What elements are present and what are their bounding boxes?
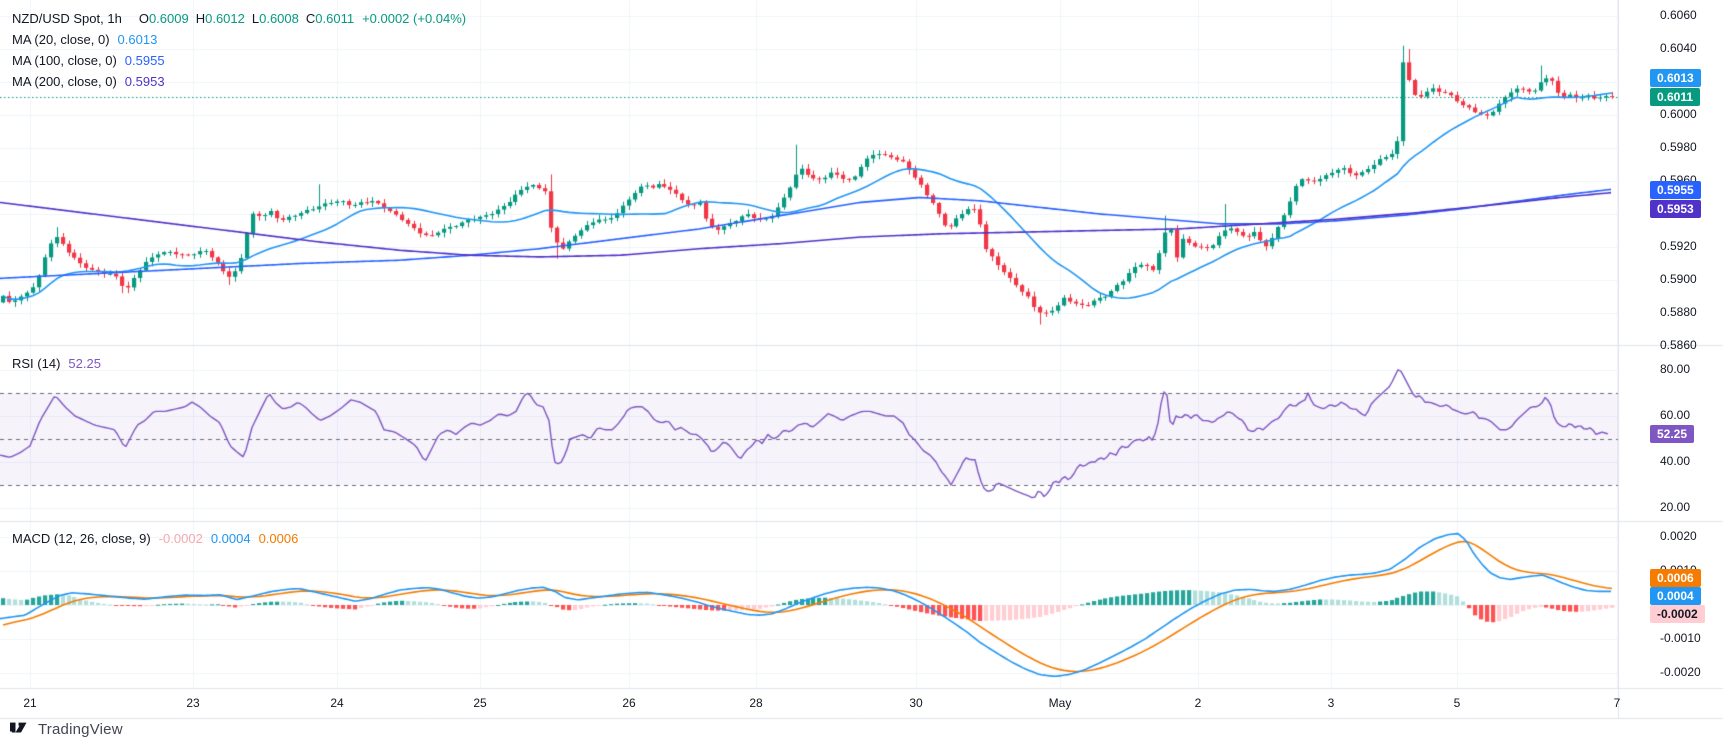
rsi-legend[interactable]: RSI (14) 52.25	[12, 356, 101, 371]
axis-tick-label: -0.0010	[1660, 631, 1701, 645]
axis-price-badge: 0.6011	[1650, 88, 1701, 106]
time-tick-label: 23	[186, 696, 200, 710]
time-tick-label: 2	[1194, 696, 1202, 710]
ma20-value: 0.6013	[117, 32, 158, 47]
axis-tick-label: 60.00	[1660, 408, 1691, 422]
symbol-title: NZD/USD Spot, 1h	[12, 11, 122, 26]
time-tick-label: 21	[23, 696, 37, 710]
macd-signal-value: 0.0006	[258, 531, 299, 546]
ma20-legend-row[interactable]: MA (20, close, 0) 0.6013	[12, 29, 466, 50]
ma20-label: MA (20, close, 0)	[12, 32, 110, 47]
axis-tick-label: 0.0020	[1660, 529, 1697, 543]
axis-tick-label: 20.00	[1660, 500, 1691, 514]
high-label: H	[195, 11, 206, 26]
tradingview-mark-icon	[10, 722, 32, 738]
time-tick-label: 25	[473, 696, 487, 710]
time-tick-label: 28	[749, 696, 763, 710]
rsi-value: 52.25	[68, 356, 101, 371]
axis-tick-label: -0.0020	[1660, 665, 1701, 679]
axis-price-badge: 0.0004	[1650, 587, 1701, 605]
axis-tick-label: 0.6040	[1660, 41, 1697, 55]
axis-tick-label: 40.00	[1660, 454, 1691, 468]
ma200-value: 0.5953	[124, 74, 165, 89]
time-tick-label: 5	[1453, 696, 1461, 710]
macd-hist-value: -0.0002	[158, 531, 203, 546]
macd-label: MACD (12, 26, close, 9)	[12, 531, 151, 546]
change-value: +0.0002 (+0.04%)	[362, 11, 467, 26]
axis-tick-label: 0.5880	[1660, 305, 1697, 319]
time-tick-label: 24	[330, 696, 344, 710]
rsi-label: RSI (14)	[12, 356, 61, 371]
ma100-value: 0.5955	[124, 53, 165, 68]
ma200-legend-row[interactable]: MA (200, close, 0) 0.5953	[12, 71, 466, 92]
axis-tick-label: 0.6000	[1660, 107, 1697, 121]
time-tick-label: 30	[909, 696, 923, 710]
axis-tick-label: 0.6060	[1660, 8, 1697, 22]
axis-price-badge: 0.5955	[1650, 181, 1701, 199]
time-tick-label: 3	[1327, 696, 1335, 710]
axis-tick-label: 0.5980	[1660, 140, 1697, 154]
axis-price-badge: 52.25	[1650, 425, 1695, 443]
macd-line-value: 0.0004	[210, 531, 251, 546]
axis-tick-label: 80.00	[1660, 362, 1691, 376]
tradingview-logo[interactable]: TradingView	[10, 721, 123, 738]
macd-legend[interactable]: MACD (12, 26, close, 9) -0.0002 0.0004 0.00…	[12, 531, 298, 546]
tradingview-wordmark: TradingView	[38, 721, 123, 738]
open-value: 0.6009	[148, 11, 189, 26]
axis-price-badge: 0.5953	[1650, 200, 1701, 218]
symbol-legend-row[interactable]: NZD/USD Spot, 1h O0.6009 H0.6012 L0.6008 C0.…	[12, 8, 466, 29]
time-tick-label: 26	[622, 696, 636, 710]
ma100-label: MA (100, close, 0)	[12, 53, 117, 68]
close-label: C	[305, 11, 316, 26]
low-label: L	[251, 11, 260, 26]
axis-tick-label: 0.5860	[1660, 338, 1697, 352]
low-value: 0.6008	[259, 11, 299, 26]
axis-price-badge: -0.0002	[1650, 605, 1705, 623]
open-label: O	[138, 11, 149, 26]
time-tick-label: 7	[1613, 696, 1621, 710]
ma200-label: MA (200, close, 0)	[12, 74, 117, 89]
time-tick-label: May	[1048, 696, 1072, 710]
close-value: 0.6011	[315, 11, 355, 26]
main-legend: NZD/USD Spot, 1h O0.6009 H0.6012 L0.6008 C0.…	[12, 8, 466, 92]
axis-price-badge: 0.0006	[1650, 569, 1701, 587]
ma100-legend-row[interactable]: MA (100, close, 0) 0.5955	[12, 50, 466, 71]
high-value: 0.6012	[205, 11, 245, 26]
axis-price-badge: 0.6013	[1650, 69, 1701, 87]
axis-tick-label: 0.5900	[1660, 272, 1697, 286]
axis-tick-label: 0.5920	[1660, 239, 1697, 253]
